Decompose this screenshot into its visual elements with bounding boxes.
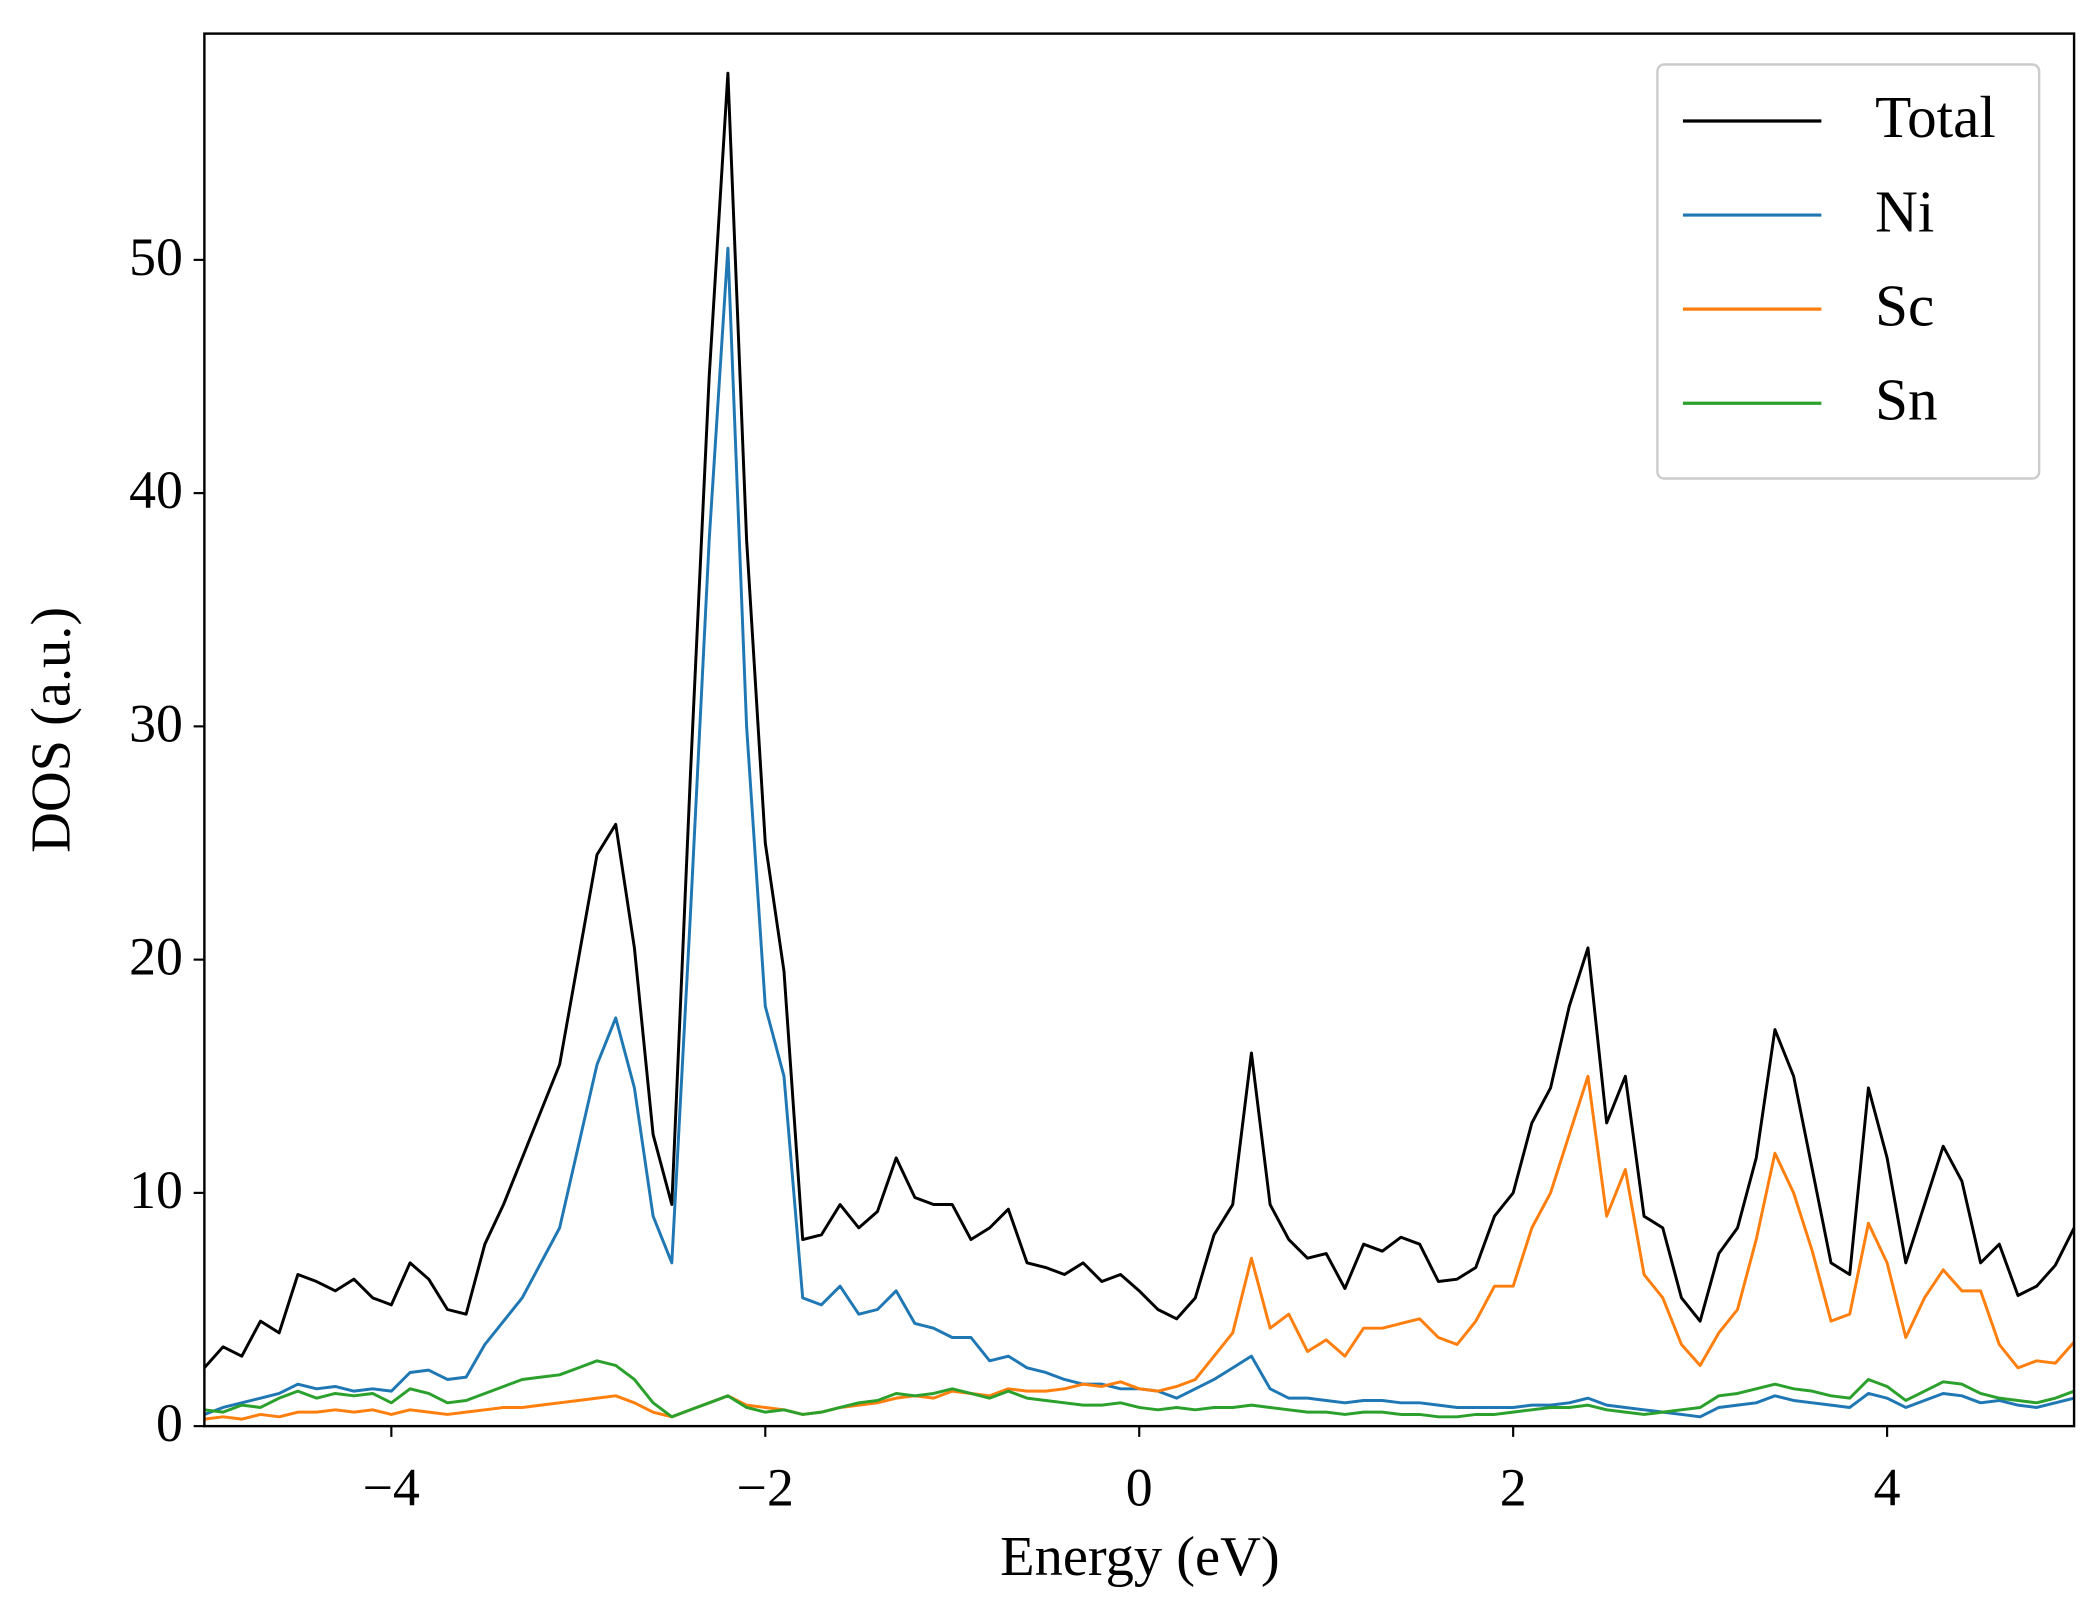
series-line (204, 71, 2075, 1369)
plot-area (204, 71, 2075, 1421)
legend-label: Sn (1875, 367, 1937, 433)
y-tick-label: 40 (129, 460, 183, 520)
y-axis-label: DOS (a.u.) (20, 607, 82, 853)
series-line (204, 1074, 2075, 1421)
x-tick-label: 0 (1126, 1458, 1153, 1518)
y-tick-label: 20 (129, 927, 183, 987)
y-tick-label: 0 (156, 1393, 183, 1453)
x-tick-label: 4 (1874, 1458, 1901, 1518)
x-axis-label: Energy (eV) (1000, 1526, 1279, 1588)
y-tick-label: 50 (129, 227, 183, 287)
series-line (204, 1359, 2075, 1419)
legend-box (1656, 63, 2041, 480)
legend-label: Total (1875, 84, 1996, 150)
x-tick-label: 2 (1500, 1458, 1527, 1518)
y-tick-label: 30 (129, 693, 183, 753)
legend-label: Ni (1875, 178, 1934, 244)
y-tick-label: 10 (129, 1160, 183, 1220)
legend-label: Sc (1875, 272, 1934, 338)
x-tick-label: −2 (737, 1458, 794, 1518)
x-tick-label: −4 (363, 1458, 420, 1518)
legend: Total Ni Sc Sn (1656, 63, 2041, 480)
